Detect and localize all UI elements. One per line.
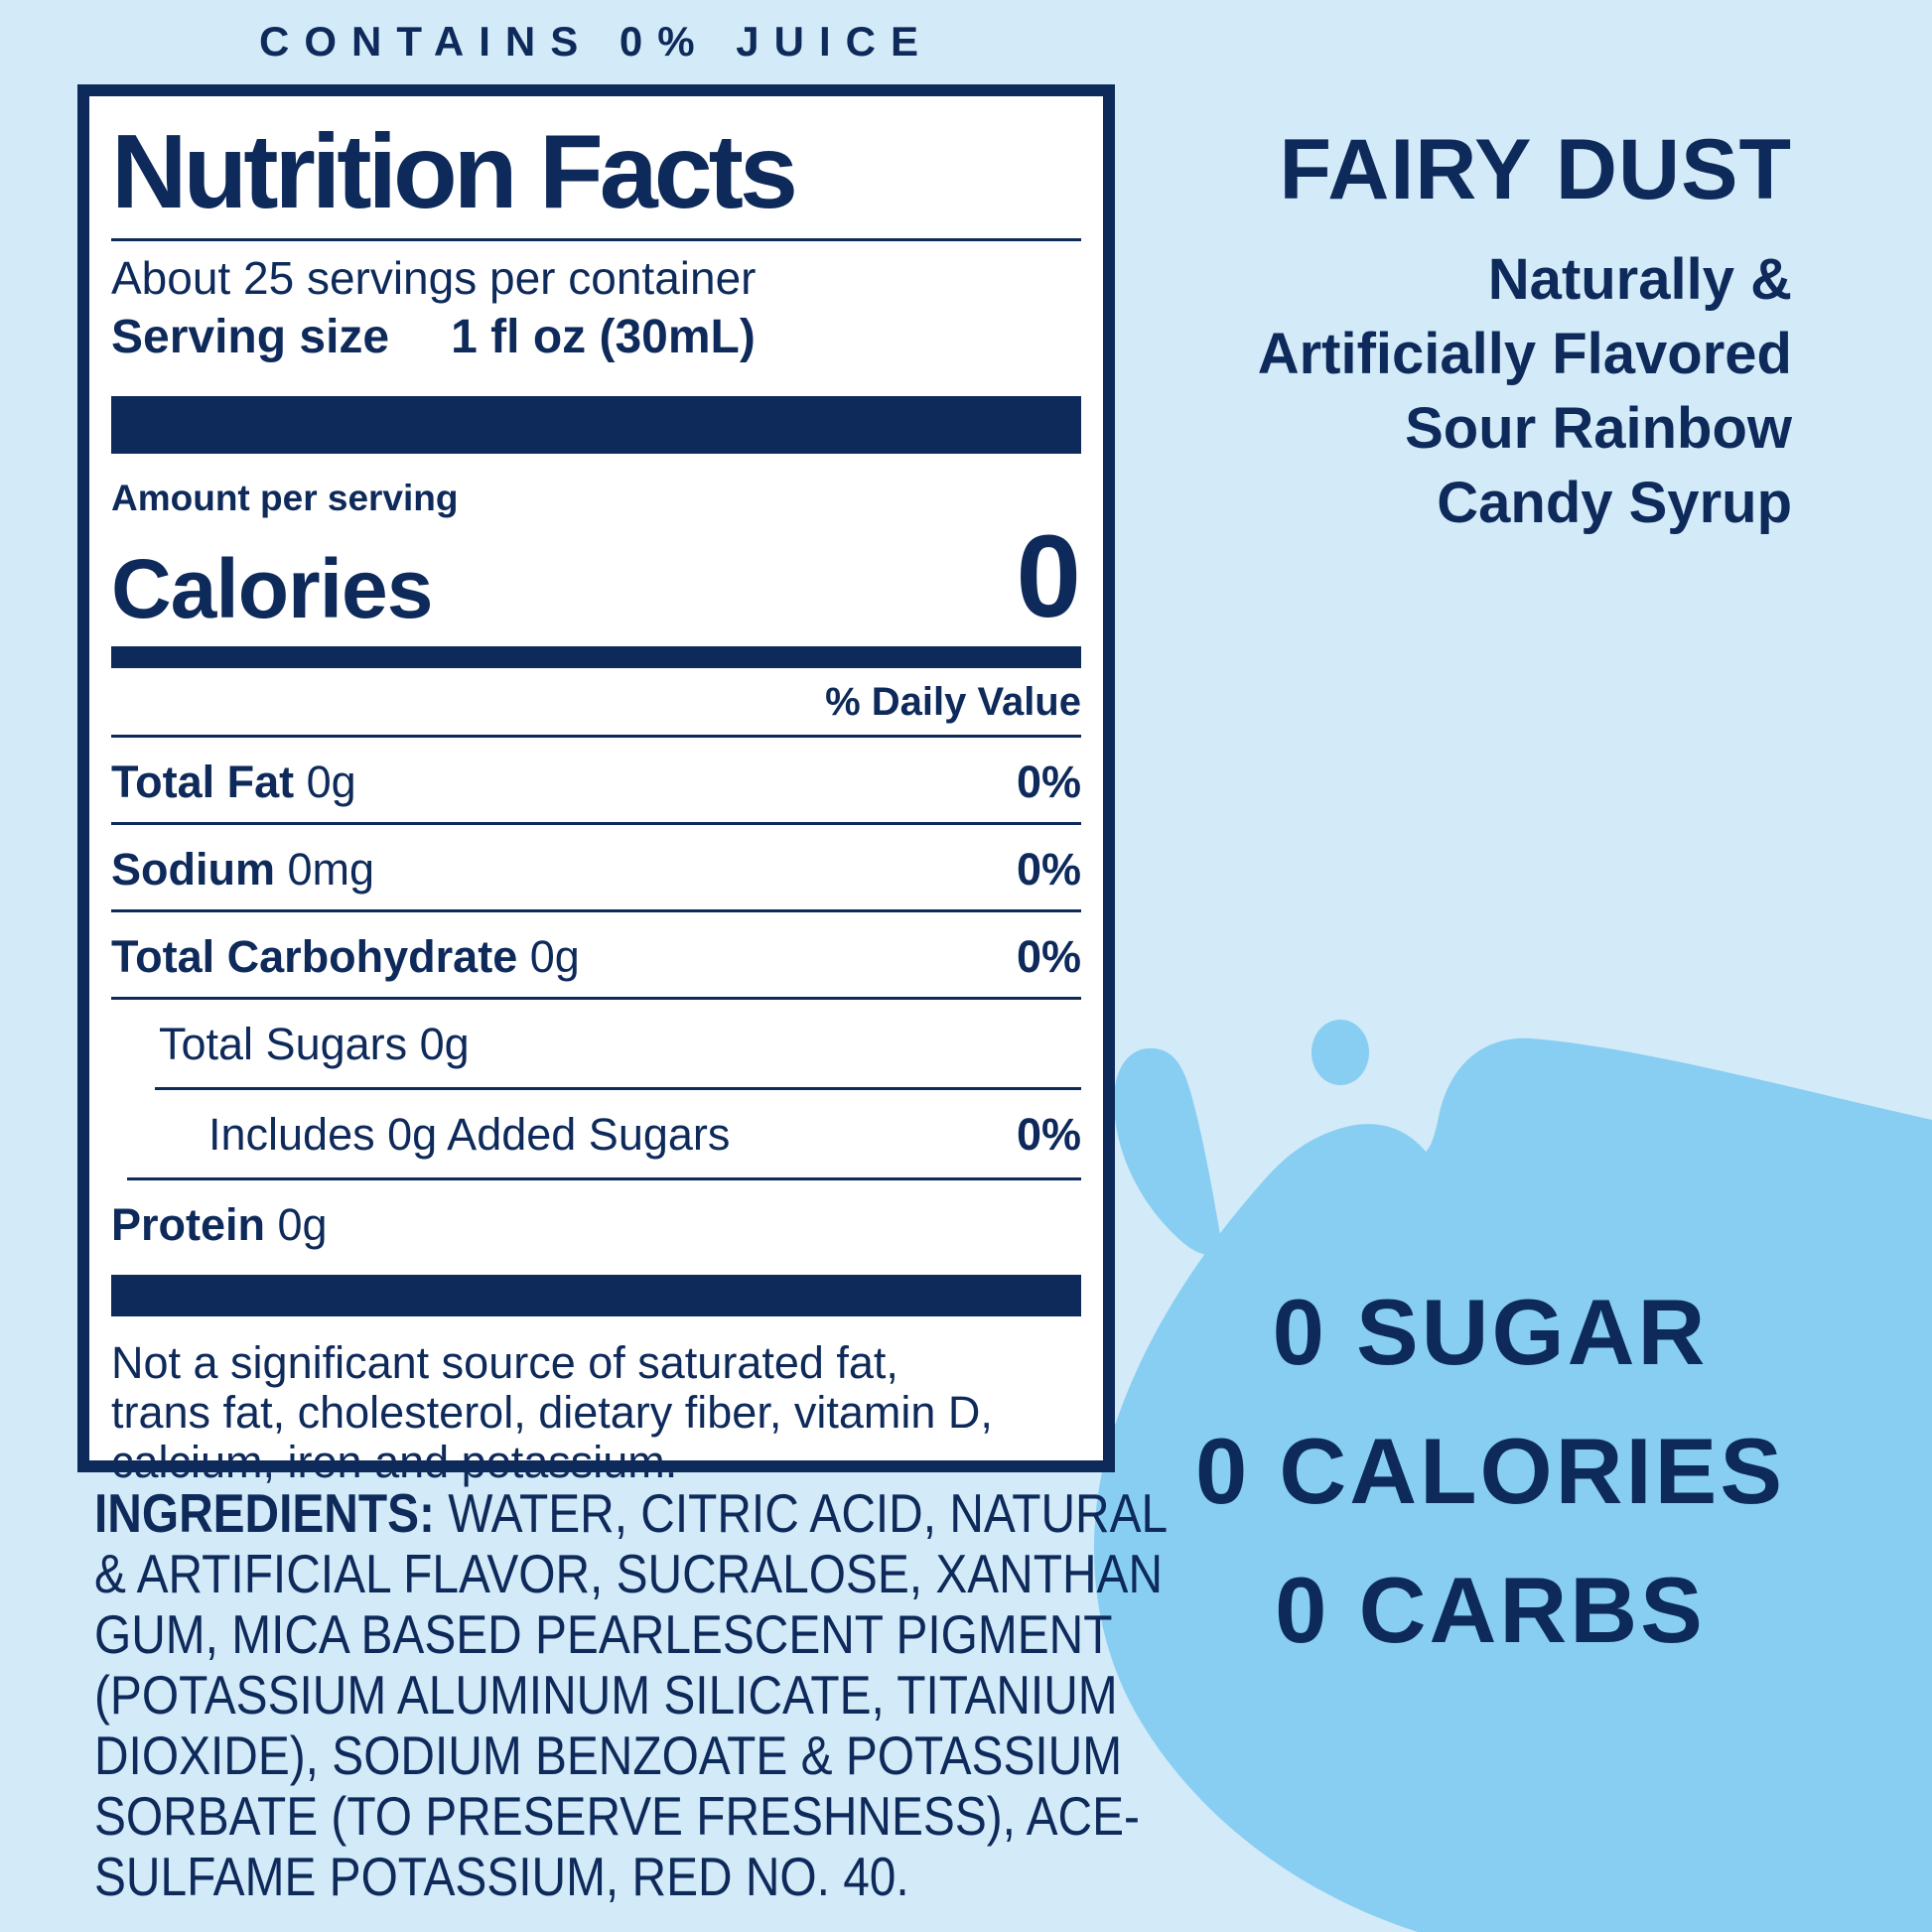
nutrient-amount: 0mg — [275, 844, 375, 896]
nutrient-amount: 0g — [294, 757, 356, 808]
ingredients-label: INGREDIENTS: — [94, 1482, 435, 1544]
nutrient-dv: 0% — [1016, 1109, 1081, 1161]
nutrient-row-total-carbohydrate: Total Carbohydrate 0g 0% — [111, 912, 1081, 1001]
brand-descriptor-line: Candy Syrup — [1437, 471, 1792, 535]
claim-carbs: 0 CARBS — [1275, 1558, 1706, 1662]
calories-label: Calories — [111, 542, 433, 636]
ingredients-line: SORBATE (TO PRESERVE FRESHNESS), ACE- — [94, 1785, 1140, 1847]
daily-value-header: % Daily Value — [111, 668, 1081, 739]
footnote: Not a significant source of saturated fa… — [111, 1338, 1081, 1487]
nutrient-row-protein: Protein 0g — [111, 1180, 1081, 1265]
serving-size-row: Serving size 1 fl oz (30mL) — [111, 307, 1081, 368]
nutrition-facts-panel: Nutrition Facts About 25 servings per co… — [77, 84, 1115, 1487]
nutrient-row-added-sugars: Includes 0g Added Sugars 0% — [111, 1090, 1081, 1177]
serving-size-label: Serving size — [111, 311, 390, 364]
ingredients-line: (POTASSIUM ALUMINUM SILICATE, TITANIUM — [94, 1664, 1118, 1725]
ingredients-line: & ARTIFICIAL FLAVOR, SUCRALOSE, XANTHAN — [94, 1543, 1163, 1604]
nutrient-row-total-sugars: Total Sugars 0g — [111, 1000, 1081, 1087]
medium-divider-bar — [111, 646, 1081, 669]
juice-content-banner: CONTAINS 0% JUICE — [259, 18, 933, 65]
footnote-line: calcium, iron and potassium. — [111, 1437, 678, 1488]
nutrient-row-sodium: Sodium 0mg 0% — [111, 825, 1081, 913]
splash-drip — [1113, 1047, 1221, 1255]
claim-calories: 0 CALORIES — [1194, 1419, 1786, 1523]
indented-divider — [127, 1177, 1081, 1181]
splash-wave — [1093, 1037, 1932, 1932]
brand-descriptor-line: Naturally & — [1487, 247, 1792, 312]
ingredients-line: GUM, MICA BASED PEARLESCENT PIGMENT — [94, 1603, 1113, 1665]
thick-divider-bar — [111, 396, 1081, 455]
nutrient-name: Total Sugars 0g — [159, 1019, 470, 1070]
splash-droplet — [1311, 1020, 1369, 1085]
serving-size-value: 1 fl oz (30mL) — [451, 311, 756, 364]
brand-descriptor-line: Artificially Flavored — [1257, 322, 1792, 386]
claims-block: 0 SUGAR 0 CALORIES 0 CARBS — [1048, 1263, 1932, 1680]
nutrient-dv: 0% — [1016, 757, 1081, 808]
nutrient-amount: 0g — [265, 1199, 328, 1251]
claim-sugar: 0 SUGAR — [1272, 1280, 1709, 1384]
ingredients-list: INGREDIENTS: WATER, CITRIC ACID, NATURAL… — [94, 1483, 1328, 1907]
indented-divider — [155, 1087, 1081, 1091]
nutrition-facts-title: Nutrition Facts — [111, 110, 1081, 242]
ingredients-line: DIOXIDE), SODIUM BENZOATE & POTASSIUM — [94, 1725, 1123, 1786]
ingredients-line: INGREDIENTS: WATER, CITRIC ACID, NATURAL — [94, 1483, 1168, 1544]
nutrient-name: Total Carbohydrate — [111, 931, 518, 983]
ingredients-text: WATER, CITRIC ACID, NATURAL — [434, 1482, 1169, 1544]
calories-row: Calories 0 — [111, 510, 1081, 642]
nutrient-name: Includes 0g Added Sugars — [208, 1109, 731, 1161]
brand-descriptor-line: Sour Rainbow — [1405, 396, 1792, 461]
servings-per-container: About 25 servings per container — [111, 252, 757, 305]
nutrient-row-total-fat: Total Fat 0g 0% — [111, 738, 1081, 826]
footnote-line: Not a significant source of saturated fa… — [111, 1337, 898, 1389]
footnote-line: trans fat, cholesterol, dietary fiber, v… — [111, 1387, 993, 1439]
nutrient-dv: 0% — [1016, 931, 1081, 983]
brand-block: FAIRY DUST Naturally & Artificially Flav… — [1037, 127, 1792, 540]
brand-descriptor: Naturally & Artificially Flavored Sour R… — [1037, 242, 1792, 540]
bottom-divider-bar — [111, 1275, 1081, 1317]
amount-per-serving-label: Amount per serving — [111, 478, 459, 519]
brand-name: FAIRY DUST — [1279, 122, 1792, 217]
nutrient-name: Total Fat — [111, 757, 295, 808]
nutrient-name: Sodium — [111, 844, 275, 896]
nutrient-dv: 0% — [1016, 844, 1081, 896]
calories-value: 0 — [1016, 510, 1081, 642]
ingredients-line: SULFAME POTASSIUM, RED NO. 40. — [94, 1846, 909, 1907]
nutrient-amount: 0g — [517, 931, 580, 983]
nutrient-name: Protein — [111, 1199, 266, 1251]
